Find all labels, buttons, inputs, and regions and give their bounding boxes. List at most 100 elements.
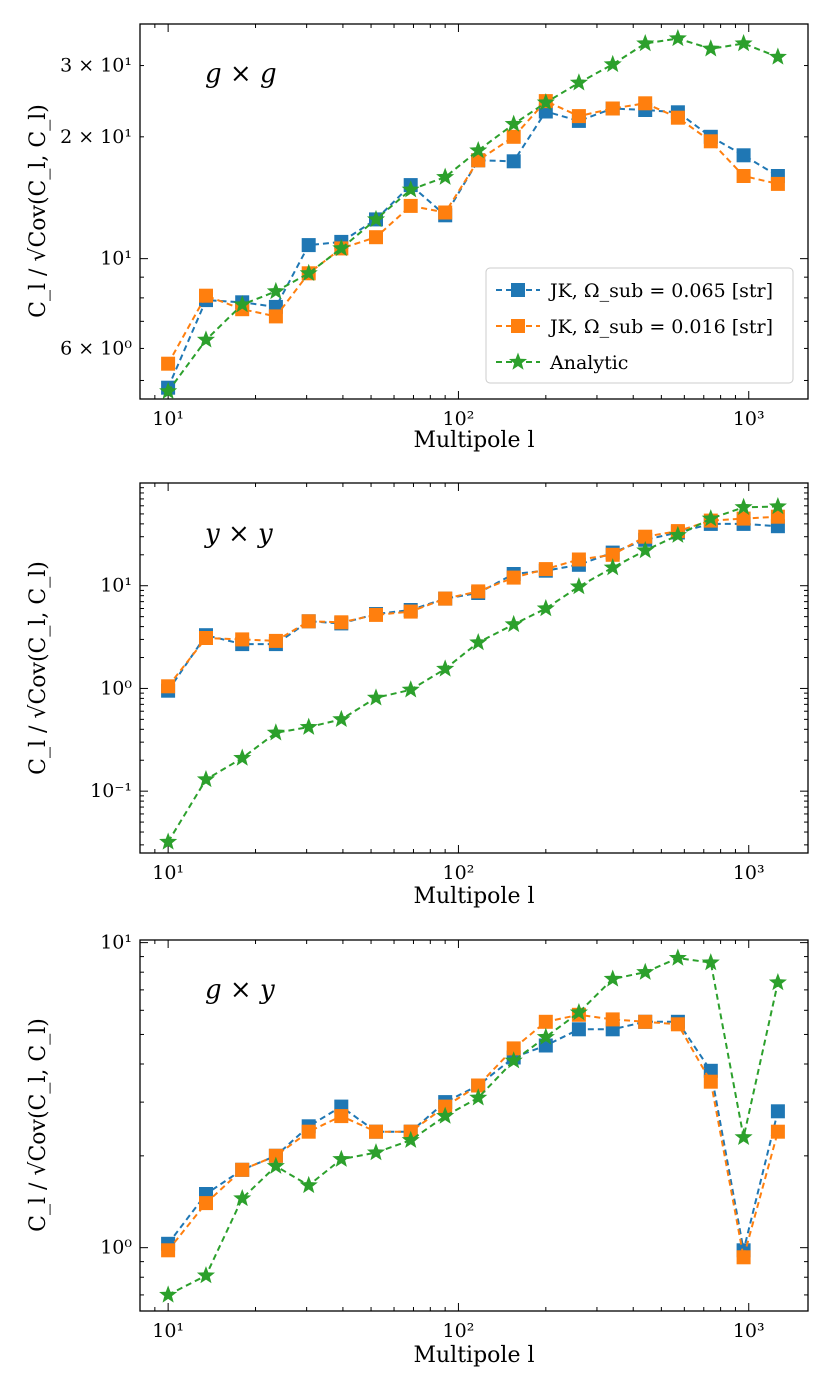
data-point-analytic	[668, 525, 687, 543]
data-point-jk016	[703, 134, 718, 149]
legend-label: JK, Ω_sub = 0.065 [str]	[548, 280, 773, 302]
data-point-jk016	[506, 1041, 521, 1056]
data-point-analytic	[233, 1188, 252, 1207]
y-tick-label: 10⁰	[100, 1237, 132, 1259]
data-point-analytic	[469, 141, 488, 159]
data-point-analytic	[332, 709, 351, 728]
data-point-analytic	[668, 948, 687, 966]
panel-gxy: 10¹ 10² 10³ 10⁰ 10¹ g × y Multipole l C_l / …	[26, 932, 809, 1368]
data-point-analytic	[332, 1149, 351, 1167]
data-point-jk016	[736, 511, 751, 526]
series-line-analytic	[167, 957, 779, 1296]
data-point-analytic	[266, 1156, 285, 1174]
legend-marker-square	[511, 283, 525, 297]
y-tick-label: 6 × 10⁰	[60, 337, 132, 359]
x-tick-label: 10²	[443, 862, 475, 884]
data-point-analytic	[536, 599, 555, 617]
data-point-jk016	[670, 1017, 685, 1032]
data-point-jk016	[235, 632, 250, 647]
data-point-jk016	[369, 1124, 383, 1139]
panel-title: g × y	[205, 975, 275, 1005]
data-point-analytic	[569, 1003, 588, 1021]
plot-area: 10¹ 10² 10³ 6 × 10⁰ 10¹ 2 × 10¹ 3 × 10¹	[60, 24, 808, 430]
data-point-analytic	[569, 577, 588, 595]
y-tick-label: 10⁰	[100, 677, 132, 699]
panel-yxy: 10¹ 10² 10³ 10⁻¹ 10⁰ 10¹ y × y Multipole l C_…	[26, 482, 809, 909]
legend-entry-jk016: JK, Ω_sub = 0.016 [str]	[496, 316, 773, 338]
data-point-jk016	[438, 591, 453, 606]
data-point-jk016	[301, 1124, 316, 1139]
legend-marker-square	[511, 319, 525, 333]
data-point-jk065	[736, 148, 751, 163]
legend-marker-star	[508, 352, 528, 370]
y-tick-label: 10⁻¹	[90, 780, 132, 802]
data-point-analytic	[436, 167, 455, 185]
data-point-jk065	[506, 154, 521, 169]
data-point-analytic	[366, 209, 386, 228]
data-point-jk016	[199, 631, 213, 645]
data-point-jk016	[161, 1243, 176, 1258]
data-point-analytic	[233, 295, 252, 313]
data-point-jk016	[471, 1078, 486, 1093]
legend-label: Analytic	[549, 352, 628, 374]
data-point-jk016	[199, 1196, 213, 1211]
data-point-analytic	[299, 1175, 318, 1194]
data-point-analytic	[734, 497, 753, 515]
data-point-analytic	[299, 717, 318, 735]
data-point-analytic	[701, 39, 720, 57]
data-point-jk016	[605, 547, 620, 562]
data-point-analytic	[636, 962, 655, 980]
data-point-analytic	[266, 723, 285, 741]
data-point-jk016	[571, 552, 586, 567]
data-point-analytic	[401, 180, 420, 198]
x-tick-label: 10¹	[152, 408, 184, 430]
data-point-jk016	[268, 633, 283, 648]
data-point-jk016	[571, 109, 586, 124]
data-point-analytic	[366, 1143, 386, 1161]
panel-title: g × g	[205, 59, 277, 89]
data-point-analytic	[504, 1051, 523, 1069]
series-line-jk065	[167, 1020, 779, 1251]
data-point-analytic	[401, 1130, 420, 1148]
data-point-analytic	[469, 1088, 488, 1106]
data-point-jk016	[770, 509, 785, 524]
data-point-analytic	[569, 73, 588, 91]
data-point-analytic	[668, 28, 687, 47]
x-axis-label: Multipole l	[413, 884, 534, 909]
data-point-analytic	[536, 93, 555, 111]
data-point-jk016	[605, 101, 620, 116]
series-line-jk016	[167, 1013, 779, 1258]
data-point-analytic	[603, 558, 622, 576]
data-point-analytic	[734, 34, 753, 52]
y-tick-label: 10¹	[100, 248, 132, 270]
data-point-analytic	[436, 1106, 455, 1124]
plot-area: 10¹ 10² 10³ 10⁻¹ 10⁰ 10¹	[90, 482, 808, 884]
data-point-analytic	[233, 748, 252, 766]
x-axis-label: Multipole l	[413, 428, 534, 453]
legend-entry-analytic: Analytic	[496, 352, 628, 374]
y-tick-label: 2 × 10¹	[60, 126, 132, 148]
data-point-analytic	[504, 114, 523, 132]
data-point-analytic	[636, 34, 655, 52]
data-point-jk016	[638, 1014, 653, 1029]
data-point-analytic	[159, 1285, 178, 1303]
data-point-jk016	[161, 356, 176, 371]
data-point-analytic	[196, 769, 215, 788]
data-point-jk016	[471, 584, 486, 599]
data-point-jk016	[268, 309, 283, 324]
data-point-jk016	[506, 570, 521, 585]
data-point-jk016	[736, 169, 751, 183]
data-point-analytic	[299, 263, 318, 281]
data-point-analytic	[536, 1027, 555, 1045]
x-tick-label: 10²	[443, 408, 475, 430]
y-axis-label: C_l / √Cov(C_l, C_l)	[26, 104, 51, 318]
data-point-analytic	[603, 54, 622, 73]
legend-label: JK, Ω_sub = 0.016 [str]	[548, 316, 773, 338]
y-axis-label: C_l / √Cov(C_l, C_l)	[26, 561, 51, 775]
series-line-analytic	[167, 505, 778, 843]
data-point-analytic	[436, 659, 455, 677]
x-axis-label: Multipole l	[413, 1343, 534, 1368]
data-point-analytic	[603, 969, 622, 987]
data-point-jk016	[334, 1109, 349, 1124]
